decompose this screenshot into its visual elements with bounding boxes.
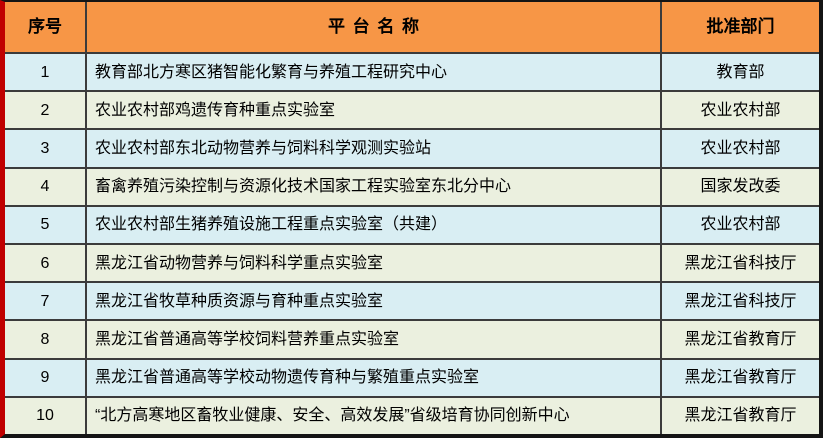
row-index: 6	[5, 245, 87, 282]
platform-name: 畜禽养殖污染控制与资源化技术国家工程实验室东北分中心	[87, 168, 662, 205]
approving-department: 农业农村部	[700, 216, 781, 234]
approving-department: 农业农村部	[700, 139, 781, 157]
approving-department: 黑龙江省教育厅	[684, 330, 797, 348]
table-row: 3 农业农村部东北动物营养与饲料科学观测实验站 农业农村部	[5, 128, 819, 167]
platform-name: “北方高寒地区畜牧业健康、安全、高效发展”省级培育协同创新中心	[87, 397, 662, 435]
approving-department: 农业农村部	[700, 101, 781, 119]
table-row: 2 农业农村部鸡遗传育种重点实验室 农业农村部	[5, 90, 819, 129]
table-row: 10 “北方高寒地区畜牧业健康、安全、高效发展”省级培育协同创新中心 黑龙江省教育厅	[5, 395, 819, 435]
table-row: 6 黑龙江省动物营养与饲料科学重点实验室 黑龙江省科技厅	[5, 243, 819, 282]
row-index: 1	[5, 54, 87, 91]
approving-department: 黑龙江省教育厅	[684, 407, 797, 425]
platform-name: 黑龙江省动物营养与饲料科学重点实验室	[87, 245, 662, 282]
row-index: 10	[5, 397, 87, 435]
row-index: 4	[5, 168, 87, 205]
platform-name: 农业农村部鸡遗传育种重点实验室	[87, 92, 662, 129]
platform-name: 黑龙江省普通高等学校动物遗传育种与繁殖重点实验室	[87, 359, 662, 396]
platform-name: 黑龙江省牧草种质资源与育种重点实验室	[87, 283, 662, 320]
approving-department: 黑龙江省教育厅	[684, 369, 797, 387]
table-row: 7 黑龙江省牧草种质资源与育种重点实验室 黑龙江省科技厅	[5, 281, 819, 320]
row-index: 3	[5, 130, 87, 167]
row-index: 5	[5, 206, 87, 244]
row-index: 9	[5, 359, 87, 396]
platform-name: 教育部北方寒区猪智能化繁育与养殖工程研究中心	[87, 54, 662, 91]
platform-name: 农业农村部东北动物营养与饲料科学观测实验站	[87, 130, 662, 167]
table-body: 1 教育部北方寒区猪智能化繁育与养殖工程研究中心 教育部 2 农业农村部鸡遗传育种重点实…	[5, 52, 819, 435]
row-index: 2	[5, 92, 87, 129]
table-header-row: 序号 平台名称 批准部门	[5, 2, 819, 52]
table-row: 8 黑龙江省普通高等学校饲料营养重点实验室 黑龙江省教育厅	[5, 319, 819, 358]
table-row: 4 畜禽养殖污染控制与资源化技术国家工程实验室东北分中心 国家发改委	[5, 166, 819, 205]
table-row: 5 农业农村部生猪养殖设施工程重点实验室（共建） 农业农村部	[5, 204, 819, 244]
column-header-index: 序号	[5, 2, 87, 52]
row-index: 8	[5, 321, 87, 358]
table-row: 9 黑龙江省普通高等学校动物遗传育种与繁殖重点实验室 黑龙江省教育厅	[5, 357, 819, 396]
approving-department: 教育部	[716, 63, 765, 81]
approving-department: 黑龙江省科技厅	[684, 292, 797, 310]
column-header-platform-name: 平台名称	[87, 2, 662, 52]
column-header-department: 批准部门	[706, 16, 775, 36]
approving-department: 国家发改委	[700, 178, 781, 196]
row-index: 7	[5, 283, 87, 320]
approving-department: 黑龙江省科技厅	[684, 254, 797, 272]
platform-name: 黑龙江省普通高等学校饲料营养重点实验室	[87, 321, 662, 358]
table-row: 1 教育部北方寒区猪智能化繁育与养殖工程研究中心 教育部	[5, 52, 819, 91]
platform-name: 农业农村部生猪养殖设施工程重点实验室（共建）	[87, 206, 662, 244]
